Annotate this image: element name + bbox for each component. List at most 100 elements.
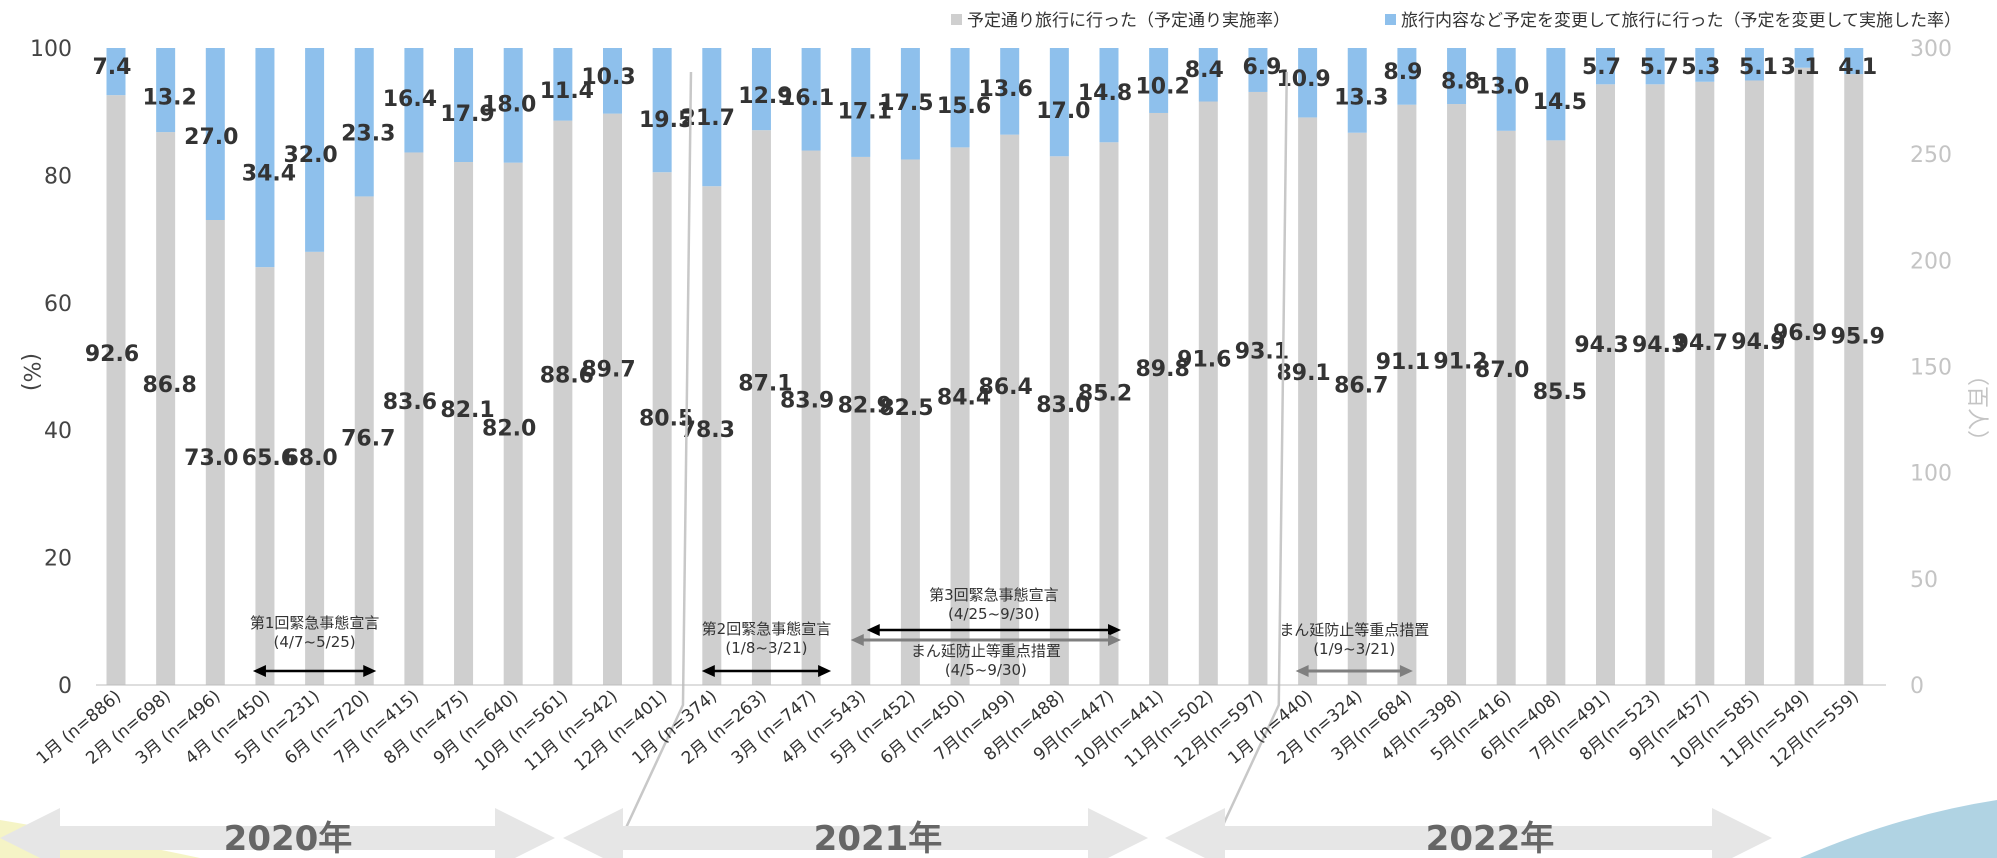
bar-segment-as-planned — [801, 150, 821, 685]
bar-segment-as-planned — [652, 172, 672, 686]
value-label-changed-plan: 13.3 — [1334, 86, 1388, 111]
value-label-as-planned: 87.1 — [738, 371, 792, 396]
y2-axis-label: （百人） — [1964, 364, 1989, 452]
bar-segment-changed-plan — [553, 48, 573, 121]
value-label-as-planned: 94.3 — [1632, 333, 1686, 358]
bar-segment-as-planned — [305, 251, 325, 685]
bar-segment-as-planned — [1695, 81, 1715, 686]
bar-segment-as-planned — [354, 196, 374, 685]
value-label-as-planned: 68.0 — [283, 446, 337, 471]
annotation-title: 第2回緊急事態宣言 — [702, 620, 832, 638]
annotation-period: (4/7~5/25) — [274, 633, 356, 651]
y2-tick-label: 100 — [1910, 462, 1952, 487]
value-label-as-planned: 86.7 — [1334, 373, 1388, 398]
annotation-title: まん延防止等重点措置 — [1279, 621, 1429, 639]
value-label-changed-plan: 8.9 — [1383, 60, 1422, 85]
bar-segment-changed-plan — [603, 48, 622, 114]
value-label-changed-plan: 13.0 — [1475, 75, 1529, 100]
bar-segment-as-planned — [106, 95, 126, 685]
arrow-head-right — [1108, 624, 1121, 636]
y2-tick-label: 50 — [1910, 568, 1938, 593]
value-label-as-planned: 86.8 — [143, 373, 197, 398]
bar-segment-changed-plan — [1049, 48, 1069, 157]
bar-segment-as-planned — [553, 120, 573, 686]
bar-segment-changed-plan — [1744, 48, 1764, 81]
y-axis-right: 0 50 100 150 200 250 300 — [1910, 37, 1952, 699]
bar-segment-changed-plan — [205, 48, 225, 220]
bar-segment-as-planned — [1198, 101, 1218, 686]
bar-segment-as-planned — [1844, 74, 1864, 685]
value-label-changed-plan: 8.4 — [1185, 58, 1224, 83]
value-label-changed-plan: 21.7 — [681, 106, 735, 131]
y2-tick-label: 300 — [1910, 37, 1952, 62]
bar-segment-as-planned — [950, 147, 970, 685]
value-label-as-planned: 82.5 — [879, 396, 933, 421]
value-label-as-planned: 65.6 — [242, 446, 296, 471]
bar-segment-as-planned — [454, 162, 474, 685]
value-label-as-planned: 92.6 — [85, 342, 139, 367]
year-bands: 2020年 2021年 2022年 — [0, 808, 1772, 858]
bar-segment-as-planned — [1248, 91, 1268, 685]
bar-segment-as-planned — [1645, 84, 1665, 685]
bar-segment-changed-plan — [305, 48, 325, 252]
value-label-as-planned: 91.6 — [1177, 348, 1231, 373]
arrow-head-right — [1108, 634, 1121, 646]
bar-segment-changed-plan — [454, 48, 474, 163]
value-label-changed-plan: 6.9 — [1242, 55, 1281, 80]
annotation-title: 第3回緊急事態宣言 — [929, 586, 1059, 604]
bar-segment-changed-plan — [652, 48, 672, 173]
value-label-changed-plan: 7.4 — [93, 55, 132, 80]
arrow-head-right — [818, 665, 832, 677]
bar-segment-changed-plan — [1000, 48, 1020, 135]
year-label: 2020年 — [224, 819, 353, 858]
arrow-head-left — [1295, 665, 1309, 677]
bar-segment-as-planned — [900, 159, 920, 686]
bar-segment-as-planned — [404, 152, 424, 685]
bar-segment-changed-plan — [1546, 48, 1566, 141]
value-label-as-planned: 94.3 — [1574, 333, 1628, 358]
bar-segment-changed-plan — [156, 48, 176, 133]
value-label-changed-plan: 14.5 — [1533, 90, 1587, 115]
gray-value-labels: 92.686.8 73.0 65.668.076.7 83.6 82.182.0 88.6… — [85, 321, 1885, 471]
bar-segment-as-planned — [205, 219, 225, 686]
year-divider — [1206, 71, 1289, 858]
bar-segment-as-planned — [1049, 156, 1069, 686]
bar-segment-changed-plan — [1447, 48, 1467, 105]
y-tick-label: 20 — [44, 547, 72, 572]
annotation-period: (4/5~9/30) — [945, 661, 1027, 679]
value-label-as-planned: 84.4 — [937, 386, 991, 411]
annotation-period: (1/9~3/21) — [1313, 640, 1395, 658]
value-label-changed-plan: 3.1 — [1781, 55, 1820, 80]
bar-segment-as-planned — [1496, 130, 1516, 685]
bars — [106, 48, 1864, 686]
bar-segment-changed-plan — [1248, 48, 1268, 92]
bar-segment-changed-plan — [851, 48, 871, 157]
y-axis-label: (%) — [18, 353, 43, 391]
bar-segment-changed-plan — [1844, 48, 1864, 75]
arrow-head-left — [701, 665, 715, 677]
value-label-as-planned: 83.9 — [780, 388, 834, 413]
year-band-arrow — [563, 808, 1148, 858]
y-tick-label: 0 — [58, 674, 72, 699]
bar-segment-changed-plan — [1099, 48, 1119, 143]
bar-segment-changed-plan — [106, 48, 126, 96]
value-label-as-planned: 95.9 — [1831, 325, 1885, 350]
value-label-changed-plan: 10.2 — [1136, 75, 1190, 100]
bar-segment-changed-plan — [1596, 48, 1615, 85]
year-label: 2022年 — [1426, 819, 1555, 858]
bar-segment-changed-plan — [1695, 48, 1715, 82]
value-label-as-planned: 85.2 — [1078, 381, 1132, 406]
bar-segment-changed-plan — [1347, 48, 1367, 133]
bar-segment-as-planned — [1744, 80, 1764, 685]
bar-segment-changed-plan — [1794, 48, 1814, 68]
bar-segment-changed-plan — [503, 48, 523, 163]
arrow-head-left — [252, 665, 266, 677]
value-label-changed-plan: 8.8 — [1441, 69, 1480, 94]
value-label-changed-plan: 17.1 — [838, 99, 892, 124]
value-label-changed-plan: 17.5 — [879, 91, 933, 116]
value-label-changed-plan: 5.7 — [1640, 55, 1679, 80]
value-label-changed-plan: 11.4 — [540, 79, 594, 104]
arrow-head-right — [1399, 665, 1413, 677]
arrow-head-left — [866, 624, 880, 636]
annotation-period: (4/25~9/30) — [948, 605, 1040, 623]
